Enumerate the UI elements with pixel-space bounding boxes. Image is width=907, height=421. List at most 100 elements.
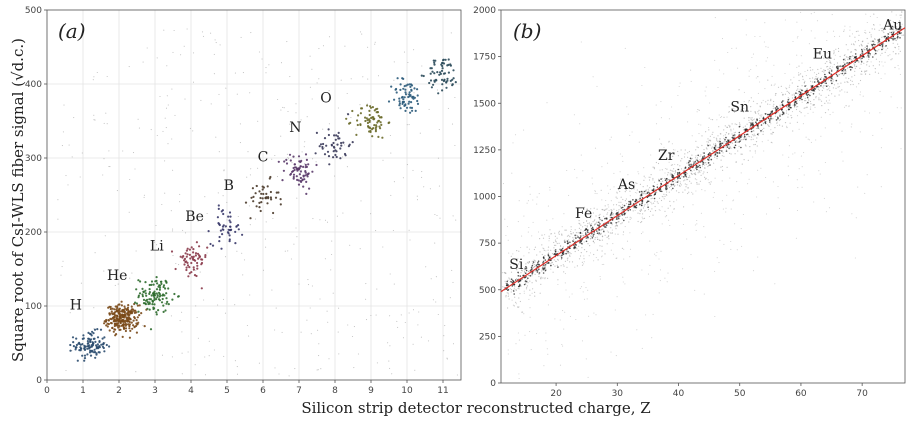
cluster-point-ne [370, 116, 373, 120]
cluster-point-li [162, 285, 165, 289]
band-point [767, 124, 769, 126]
cluster-point-he [105, 324, 108, 327]
core-point [719, 140, 721, 143]
band-point [526, 286, 528, 288]
background-point [547, 353, 549, 355]
core-point [544, 259, 547, 261]
cluster-point-li [150, 294, 153, 297]
background-point [842, 160, 844, 162]
band-point [700, 154, 702, 156]
cluster-point-be [185, 255, 188, 258]
band-point [871, 28, 873, 30]
band-point [743, 137, 745, 139]
background-point [722, 208, 724, 210]
cluster-point-he [111, 312, 114, 315]
cluster-point-mg [445, 86, 448, 89]
band-point [705, 131, 707, 133]
background-point [594, 189, 596, 192]
band-point [866, 61, 868, 63]
background-point [718, 69, 720, 71]
band-point [694, 157, 697, 159]
background-point [700, 212, 702, 214]
band-point [677, 155, 680, 157]
band-point [566, 235, 569, 237]
core-point [536, 269, 538, 272]
core-point [677, 168, 679, 171]
band-point [809, 66, 811, 69]
cluster-point-be [186, 253, 189, 256]
noise-point [454, 144, 456, 147]
band-point [581, 264, 584, 266]
band-point [712, 150, 714, 152]
noise-point [400, 314, 402, 316]
panel-a-xtick-label: 1 [80, 386, 86, 396]
band-point [889, 19, 891, 21]
band-point [568, 252, 570, 254]
band-point [648, 190, 650, 192]
background-point [761, 141, 763, 143]
noise-point [327, 321, 329, 323]
band-point [815, 97, 817, 99]
band-point [615, 257, 617, 259]
core-point [639, 197, 641, 200]
element-label: H [70, 298, 82, 314]
background-point [796, 179, 798, 181]
noise-point [135, 371, 137, 373]
cluster-point-he [116, 324, 119, 327]
cluster-point-mg [443, 79, 446, 82]
background-point [829, 114, 831, 116]
band-point [721, 155, 723, 157]
background-point [828, 52, 830, 55]
core-point [836, 75, 839, 77]
band-point [708, 139, 710, 141]
core-point [871, 44, 874, 47]
cluster-point-be [187, 275, 190, 278]
band-point [675, 190, 678, 192]
core-point [831, 82, 833, 85]
noise-point [218, 93, 220, 95]
background-point [527, 231, 529, 233]
noise-point [311, 285, 313, 287]
background-point [529, 331, 531, 333]
element-label: O [320, 91, 331, 107]
panel-b-ytick-label: 750 [479, 239, 496, 249]
band-point [696, 182, 698, 184]
cluster-point-b [222, 212, 225, 216]
band-point [599, 239, 601, 241]
noise-point [310, 333, 312, 335]
band-point [639, 213, 641, 215]
background-point [593, 312, 595, 314]
background-point [559, 319, 561, 321]
cluster-point-c [258, 201, 261, 204]
cluster-point-c [269, 196, 272, 199]
band-point [701, 135, 703, 137]
band-point [651, 197, 653, 199]
background-point [661, 206, 663, 208]
band-point [817, 68, 819, 71]
cluster-point-he [113, 312, 116, 315]
background-point [796, 115, 799, 117]
cluster-point-he [105, 318, 108, 322]
band-point [694, 173, 696, 175]
background-point [679, 181, 681, 183]
band-point [583, 258, 585, 260]
core-point [525, 267, 528, 269]
band-point [838, 85, 840, 88]
core-point [591, 237, 594, 239]
core-point [703, 152, 705, 154]
noise-point [287, 110, 289, 113]
band-point [569, 254, 571, 256]
band-point [656, 192, 658, 194]
band-point [899, 14, 901, 16]
noise-point [389, 134, 391, 137]
background-point [677, 94, 679, 97]
background-point [523, 290, 525, 292]
band-point [615, 204, 618, 206]
noise-point [129, 178, 131, 181]
cluster-point-mg [436, 71, 439, 74]
core-point [861, 53, 864, 55]
band-point [605, 208, 607, 210]
background-point [734, 111, 736, 114]
band-point [829, 60, 831, 62]
band-point [577, 249, 580, 251]
